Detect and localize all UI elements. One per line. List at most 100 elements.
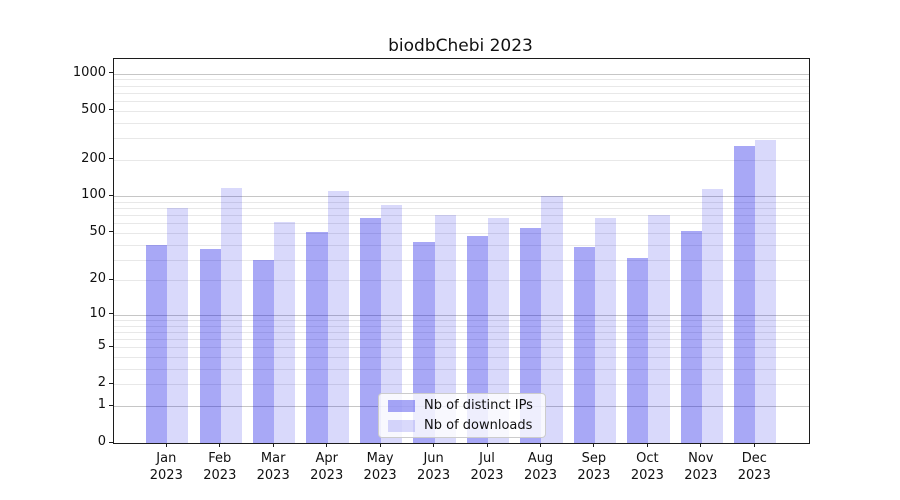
- gridline-60: [114, 223, 809, 225]
- bar-downloads-jun: [434, 215, 456, 443]
- gridline-800: [114, 85, 809, 87]
- y-tick-label-5: 5: [97, 338, 106, 354]
- x-tick-aug: [540, 443, 541, 447]
- bar-downloads-sep: [594, 217, 617, 443]
- gridline-20: [114, 280, 809, 282]
- gridline-2: [114, 384, 809, 386]
- bar-downloads-feb: [220, 187, 242, 443]
- legend-label-distinct-ips: Nb of distinct IPs: [424, 398, 533, 413]
- bar-distinct-ips-feb: [199, 248, 221, 443]
- y-tick-label-1000: 1000: [72, 64, 106, 80]
- x-tick-may: [379, 443, 381, 447]
- bar-distinct-ips-aug: [520, 227, 542, 443]
- gridline-3: [114, 368, 809, 370]
- legend-swatch-downloads: [388, 419, 415, 432]
- gridline-7: [114, 331, 809, 333]
- x-tick-jul: [486, 443, 488, 447]
- gridline-600: [114, 101, 809, 103]
- y-tick-label-200: 200: [81, 150, 106, 166]
- y-tick-label-100: 100: [81, 187, 106, 203]
- x-tick-label-jul: Jul 2023: [470, 451, 504, 483]
- gridline-4: [114, 356, 809, 358]
- x-tick-label-dec: Dec 2023: [737, 451, 771, 483]
- legend-label-downloads: Nb of downloads: [424, 418, 533, 433]
- bar-distinct-ips-jan: [146, 244, 168, 443]
- x-tick-apr: [326, 443, 328, 447]
- plot-area: Nb of distinct IPs Nb of downloads: [113, 58, 810, 444]
- gridline-200: [114, 159, 809, 161]
- bar-downloads-mar: [274, 221, 296, 443]
- legend-item-distinct-ips: Nb of distinct IPs: [379, 397, 545, 414]
- bar-distinct-ips-apr: [306, 231, 328, 443]
- gridline-300: [114, 138, 809, 140]
- bar-downloads-may: [381, 205, 403, 443]
- x-tick-label-feb: Feb 2023: [203, 451, 237, 483]
- gridline-500: [114, 110, 809, 112]
- chart-title: biodbChebi 2023: [388, 36, 533, 56]
- y-tick-label-2: 2: [97, 375, 106, 391]
- y-tick-10: [109, 313, 113, 315]
- bar-distinct-ips-jul: [466, 236, 488, 443]
- gridline-80: [114, 208, 809, 210]
- y-tick-2: [109, 382, 113, 384]
- x-tick-label-aug: Aug 2023: [523, 451, 558, 483]
- gridline-700: [114, 92, 809, 94]
- x-tick-oct: [646, 443, 648, 447]
- x-tick-label-apr: Apr 2023: [310, 451, 344, 483]
- bar-distinct-ips-oct: [627, 257, 649, 443]
- x-tick-label-oct: Oct 2023: [630, 451, 664, 483]
- y-tick-label-0: 0: [97, 434, 106, 449]
- gridline-10: [114, 314, 809, 316]
- legend-item-downloads: Nb of downloads: [379, 417, 545, 434]
- x-tick-label-may: May 2023: [363, 451, 397, 483]
- gridline-50: [114, 232, 809, 234]
- gridline-400: [114, 122, 809, 124]
- x-tick-label-nov: Nov 2023: [684, 451, 718, 483]
- gridline-100: [114, 196, 809, 198]
- x-tick-label-sep: Sep 2023: [577, 451, 611, 483]
- y-tick-1000: [109, 72, 113, 74]
- y-tick-1: [109, 404, 113, 406]
- gridline-70: [114, 215, 809, 217]
- y-tick-50: [109, 231, 113, 233]
- bar-downloads-oct: [648, 215, 670, 443]
- x-tick-dec: [753, 443, 755, 447]
- y-tick-200: [109, 158, 113, 160]
- bar-downloads-jul: [488, 218, 510, 443]
- x-tick-nov: [700, 443, 702, 447]
- x-tick-label-jun: Jun 2023: [417, 451, 451, 483]
- bar-distinct-ips-may: [359, 218, 382, 443]
- bar-downloads-jan: [167, 208, 189, 443]
- gridline-8: [114, 325, 809, 327]
- y-tick-0: [109, 441, 113, 443]
- y-tick-100: [109, 194, 113, 196]
- gridline-40: [114, 244, 809, 246]
- bar-distinct-ips-jun: [413, 242, 435, 443]
- y-tick-500: [109, 109, 113, 111]
- y-tick-label-500: 500: [81, 101, 106, 117]
- y-tick-label-50: 50: [89, 223, 106, 239]
- y-tick-label-10: 10: [89, 305, 106, 321]
- x-tick-sep: [593, 443, 595, 447]
- gridline-90: [114, 201, 809, 203]
- gridline-900: [114, 79, 809, 81]
- bar-downloads-dec: [755, 139, 777, 443]
- x-tick-feb: [219, 443, 221, 447]
- x-tick-jan: [165, 443, 167, 447]
- x-tick-mar: [272, 443, 274, 447]
- gridline-9: [114, 319, 809, 321]
- gridline-30: [114, 259, 809, 261]
- y-tick-label-1: 1: [97, 397, 106, 412]
- gridline-1000: [114, 73, 809, 75]
- x-tick-label-jan: Jan 2023: [149, 451, 183, 483]
- y-tick-20: [109, 278, 113, 280]
- legend-swatch-distinct-ips: [388, 399, 415, 412]
- gridline-5: [114, 347, 809, 349]
- bar-distinct-ips-mar: [253, 259, 275, 443]
- gridline-6: [114, 339, 809, 341]
- bar-distinct-ips-dec: [734, 145, 756, 443]
- x-tick-jun: [433, 443, 435, 447]
- y-tick-label-20: 20: [89, 271, 106, 287]
- x-tick-label-mar: Mar 2023: [256, 451, 290, 483]
